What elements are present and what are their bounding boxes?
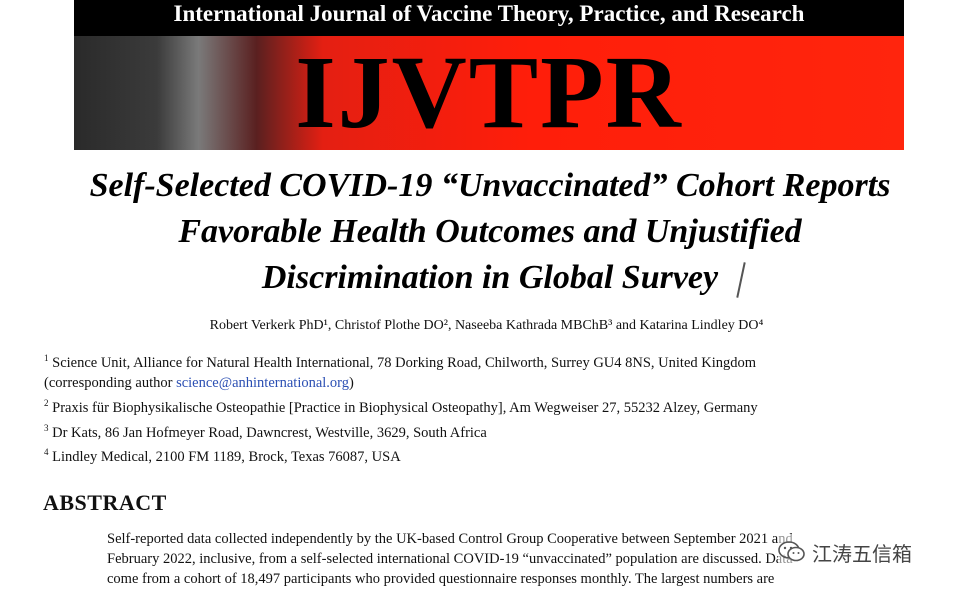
- journal-logo: IJVTPR: [295, 35, 683, 150]
- affiliation-4: 4 Lindley Medical, 2100 FM 1189, Brock, …: [44, 447, 401, 466]
- email-link[interactable]: science@anhinternational.org: [176, 374, 350, 391]
- corresponding-author: (corresponding author science@anhinterna…: [44, 374, 354, 391]
- abstract-line: February 2022, inclusive, from a self-se…: [107, 551, 793, 567]
- affiliation-2: 2 Praxis für Biophysikalische Osteopathi…: [44, 397, 758, 416]
- title-line: Self-Selected COVID-19 “Unvaccinated” Co…: [89, 167, 891, 204]
- wechat-icon: [778, 541, 806, 563]
- affiliations: 1 Science Unit, Alliance for Natural Hea…: [44, 348, 924, 467]
- abstract-heading: ABSTRACT: [43, 490, 167, 515]
- abstract-line: come from a cohort of 18,497 participant…: [107, 571, 775, 587]
- journal-banner: International Journal of Vaccine Theory,…: [74, 0, 904, 150]
- title-line: Discrimination in Global Survey: [261, 259, 719, 296]
- author-list: Robert Verkerk PhD¹, Christof Plothe DO²…: [209, 318, 764, 333]
- abstract-body: Self-reported data collected independent…: [107, 529, 927, 589]
- abstract-line: Self-reported data collected independent…: [107, 531, 793, 547]
- article-title: Self-Selected COVID-19 “Unvaccinated” Co…: [40, 163, 940, 301]
- affiliation-3: 3 Dr Kats, 86 Jan Hofmeyer Road, Dawncre…: [44, 422, 487, 441]
- watermark: 江涛五信箱: [778, 534, 948, 570]
- journal-name: International Journal of Vaccine Theory,…: [74, 0, 904, 36]
- title-line: Favorable Health Outcomes and Unjustifie…: [178, 213, 802, 250]
- affiliation-1: 1 Science Unit, Alliance for Natural Hea…: [44, 353, 757, 371]
- watermark-text: 江涛五信箱: [812, 541, 912, 566]
